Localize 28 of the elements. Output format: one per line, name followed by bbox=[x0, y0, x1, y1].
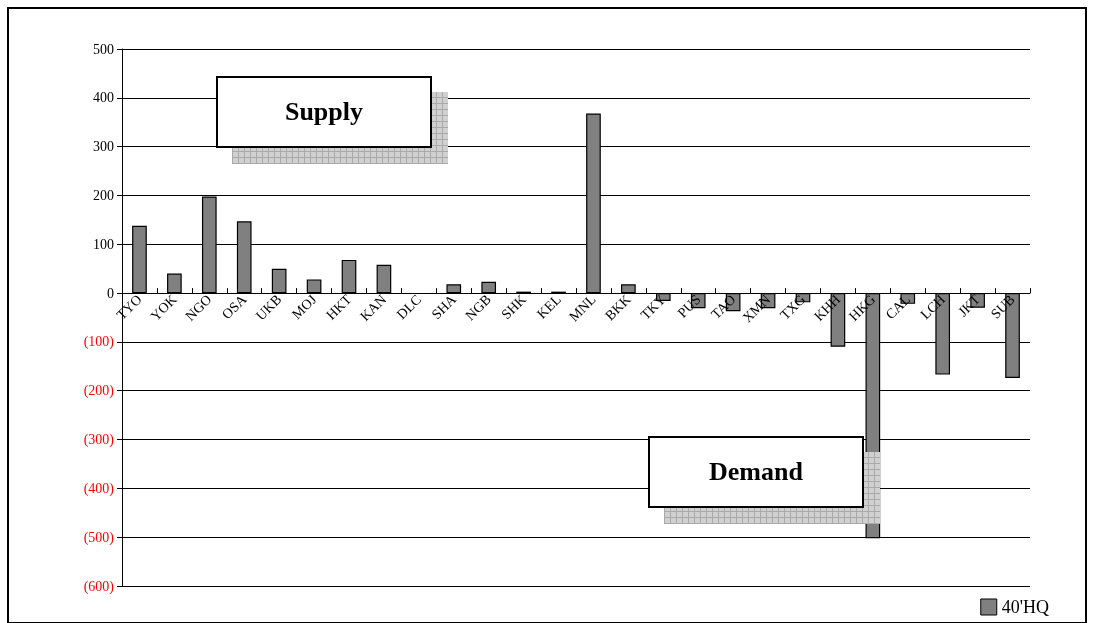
y-tick-label: 200 bbox=[93, 187, 114, 203]
y-tick-label: 400 bbox=[93, 90, 114, 106]
annotation: Supply bbox=[216, 76, 432, 148]
y-tick-label: 0 bbox=[107, 285, 114, 301]
y-tick-label: (600) bbox=[83, 578, 115, 595]
bar bbox=[341, 259, 357, 294]
bar bbox=[306, 279, 322, 294]
y-tick-label: (300) bbox=[83, 432, 115, 449]
y-tick-label: 500 bbox=[93, 41, 114, 57]
annotation: Demand bbox=[648, 436, 864, 508]
bar bbox=[167, 273, 182, 294]
x-tick-label: SHA bbox=[428, 291, 460, 323]
legend-label: 40'HQ bbox=[1001, 597, 1050, 617]
y-tick-label: (400) bbox=[83, 480, 115, 497]
bar bbox=[621, 284, 636, 294]
bar bbox=[481, 281, 497, 294]
y-tick-label: (200) bbox=[83, 383, 115, 400]
y-tick-label: 100 bbox=[93, 236, 114, 252]
x-tick-label: OSA bbox=[219, 291, 250, 323]
x-tick-label: CAL bbox=[882, 291, 914, 323]
x-tick-label: KEL bbox=[534, 291, 564, 322]
y-tick-label: 300 bbox=[93, 139, 114, 155]
x-tick-label: JKT bbox=[955, 291, 984, 320]
bar bbox=[376, 264, 392, 294]
y-tick-label: (100) bbox=[83, 334, 115, 351]
bar bbox=[271, 268, 287, 294]
y-tick-label: (500) bbox=[83, 529, 115, 546]
bar bbox=[446, 284, 462, 294]
